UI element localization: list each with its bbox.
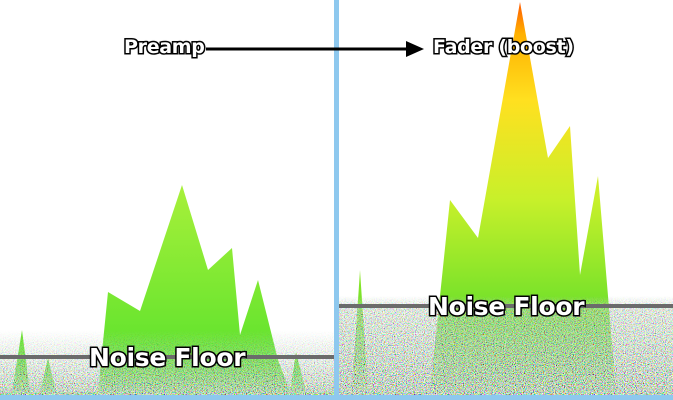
- left-noise-floor: [0, 330, 334, 400]
- gain-arrow: [206, 41, 424, 57]
- noise-floor-label-right: Noise Floor: [426, 291, 586, 323]
- arrow-head-icon: [406, 41, 424, 57]
- panel-divider: [334, 0, 339, 400]
- preamp-label: Preamp: [123, 35, 207, 60]
- fader-label: Fader (boost): [432, 35, 576, 60]
- noise-floor-label-left: Noise Floor: [87, 342, 247, 374]
- right-baseline: [339, 395, 673, 400]
- left-panel: [0, 185, 334, 400]
- right-panel: [339, 2, 673, 400]
- left-baseline: [0, 395, 334, 400]
- right-noise-floor: [339, 296, 673, 400]
